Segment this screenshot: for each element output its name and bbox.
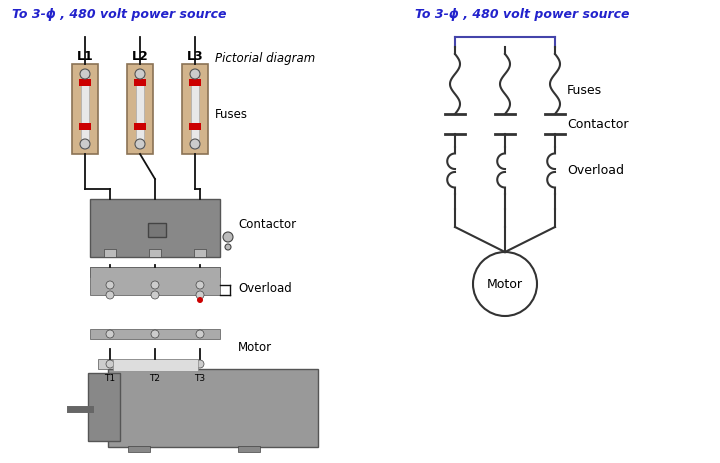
Bar bbox=[90, 200, 220, 257]
Circle shape bbox=[196, 282, 204, 289]
Bar bbox=[149, 200, 161, 207]
Circle shape bbox=[151, 291, 159, 300]
Text: Overload: Overload bbox=[238, 281, 292, 294]
Circle shape bbox=[190, 70, 200, 80]
Circle shape bbox=[106, 282, 114, 289]
Circle shape bbox=[135, 70, 145, 80]
Circle shape bbox=[196, 360, 204, 368]
Bar bbox=[149, 250, 161, 257]
Text: Fuses: Fuses bbox=[567, 83, 602, 96]
Bar bbox=[90, 268, 220, 295]
Bar bbox=[134, 124, 146, 131]
Text: To 3-ϕ , 480 volt power source: To 3-ϕ , 480 volt power source bbox=[12, 8, 227, 21]
Text: L1: L1 bbox=[76, 50, 94, 63]
Text: Fuses: Fuses bbox=[215, 108, 248, 121]
Circle shape bbox=[151, 360, 159, 368]
Bar bbox=[88, 373, 120, 441]
Bar bbox=[182, 65, 208, 155]
Text: Contactor: Contactor bbox=[567, 118, 629, 131]
Bar bbox=[194, 200, 206, 207]
Circle shape bbox=[223, 232, 233, 243]
Circle shape bbox=[106, 291, 114, 300]
Bar bbox=[104, 200, 116, 207]
Text: Overload: Overload bbox=[567, 164, 624, 177]
Text: T2: T2 bbox=[150, 373, 161, 382]
Circle shape bbox=[196, 330, 204, 338]
Bar bbox=[79, 124, 91, 131]
Text: To 3-ϕ , 480 volt power source: To 3-ϕ , 480 volt power source bbox=[415, 8, 629, 21]
Bar bbox=[194, 250, 206, 257]
Circle shape bbox=[80, 140, 90, 150]
Circle shape bbox=[151, 330, 159, 338]
Bar bbox=[79, 80, 91, 87]
Text: Motor: Motor bbox=[487, 278, 523, 291]
Circle shape bbox=[80, 70, 90, 80]
Bar bbox=[104, 250, 116, 257]
Bar bbox=[90, 329, 220, 339]
Bar bbox=[113, 359, 198, 371]
Bar bbox=[136, 71, 144, 149]
Bar bbox=[90, 268, 220, 277]
Circle shape bbox=[225, 244, 231, 250]
Bar bbox=[238, 446, 260, 452]
Circle shape bbox=[106, 360, 114, 368]
Text: Pictorial diagram: Pictorial diagram bbox=[215, 52, 315, 65]
Bar bbox=[191, 71, 199, 149]
Bar bbox=[134, 80, 146, 87]
Bar bbox=[72, 65, 98, 155]
Bar bbox=[108, 369, 318, 447]
Text: L2: L2 bbox=[132, 50, 148, 63]
Circle shape bbox=[190, 140, 200, 150]
Circle shape bbox=[106, 269, 114, 276]
Circle shape bbox=[197, 297, 203, 303]
Bar bbox=[189, 124, 201, 131]
Text: T1: T1 bbox=[104, 373, 116, 382]
Circle shape bbox=[135, 140, 145, 150]
Circle shape bbox=[473, 252, 537, 316]
Text: Contactor: Contactor bbox=[238, 218, 296, 231]
Circle shape bbox=[151, 282, 159, 289]
Bar bbox=[81, 71, 89, 149]
Circle shape bbox=[196, 291, 204, 300]
Circle shape bbox=[151, 269, 159, 276]
Circle shape bbox=[196, 269, 204, 276]
Text: L3: L3 bbox=[186, 50, 203, 63]
Bar bbox=[98, 359, 198, 369]
Bar bbox=[189, 80, 201, 87]
Circle shape bbox=[106, 330, 114, 338]
Text: T3: T3 bbox=[194, 373, 206, 382]
Bar bbox=[148, 224, 166, 238]
Bar bbox=[127, 65, 153, 155]
Bar bbox=[128, 446, 150, 452]
Text: Motor: Motor bbox=[238, 341, 272, 354]
